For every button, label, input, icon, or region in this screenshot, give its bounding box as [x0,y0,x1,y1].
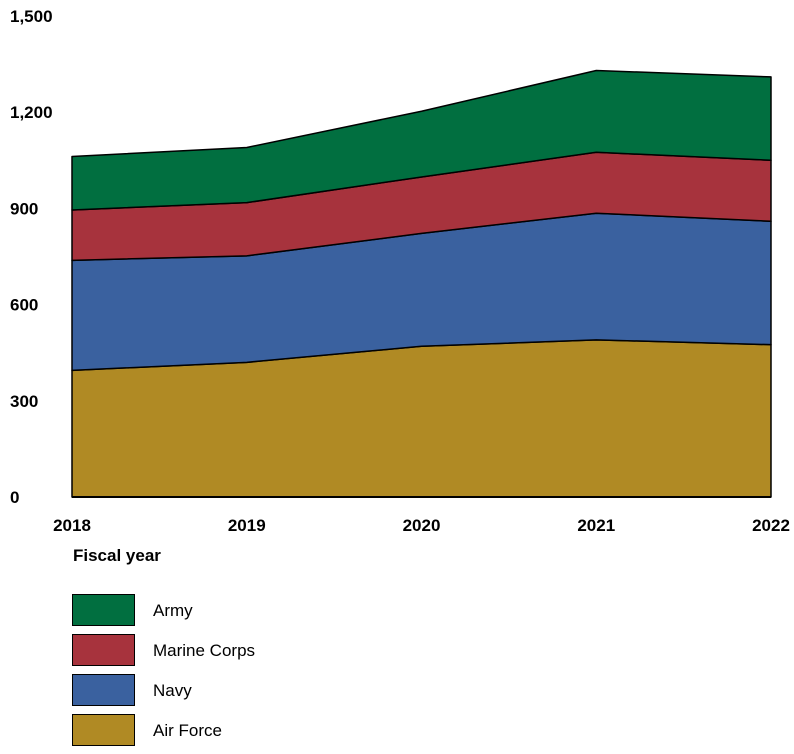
area-series-group [71,69,772,498]
y-tick-label: 1,500 [10,7,53,26]
legend-swatch-air-force [72,714,135,746]
area-army [71,69,772,211]
legend-swatch-marine-corps [72,634,135,666]
legend-swatch-army [72,594,135,626]
legend-label-army: Army [153,601,193,620]
x-tick-label: 2020 [403,516,441,535]
legend-swatch-navy [72,674,135,706]
legend-label-air-force: Air Force [153,721,222,740]
x-axis-title: Fiscal year [73,546,161,565]
y-tick-label: 300 [10,392,38,411]
y-tick-label: 1,200 [10,103,53,122]
y-tick-labels: 0 300 600 900 1,200 1,500 [10,7,53,507]
legend-label-navy: Navy [153,681,192,700]
y-tick-label: 0 [10,488,19,507]
x-tick-label: 2021 [577,516,615,535]
stacked-area-chart: 0 300 600 900 1,200 1,500 2018 2019 2020 2021 202… [10,7,790,535]
x-tick-label: 2022 [752,516,790,535]
x-tick-label: 2018 [53,516,91,535]
x-tick-labels: 2018 2019 2020 2021 2022 [53,516,790,535]
x-tick-label: 2019 [228,516,266,535]
y-tick-label: 600 [10,296,38,315]
y-tick-label: 900 [10,199,38,218]
legend-label-marine-corps: Marine Corps [153,641,256,660]
